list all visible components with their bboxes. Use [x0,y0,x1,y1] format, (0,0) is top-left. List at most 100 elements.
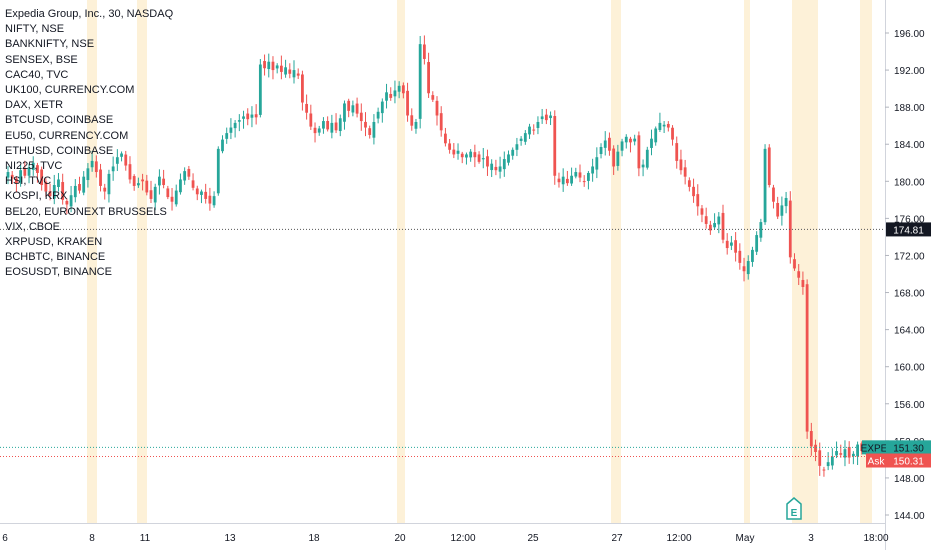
candle-body-182 [772,187,775,202]
candle-body-201 [851,453,855,457]
candle-body-177 [751,249,754,262]
candle-body-63 [271,61,275,71]
compare-symbol-9[interactable]: NI225, TVC [5,160,63,173]
candle-body-145 [616,151,620,166]
candle-173 [734,232,738,262]
candle-61 [263,54,266,76]
candle-152 [645,146,649,170]
y-tick-label-4: 160.00 [894,363,925,374]
candle-body-163 [692,186,695,197]
earnings-icon-label: E [791,508,798,519]
candle-144 [612,145,616,175]
compare-symbol-14[interactable]: XRPUSD, KRAKEN [5,236,103,249]
compare-symbol-3[interactable]: CAC40, TVC [5,68,69,81]
candle-body-196 [830,456,834,466]
ask-price-badge-bg [886,453,931,468]
x-tick-label-0: 6 [2,533,8,544]
candle-95 [406,82,409,122]
candle-body-146 [620,141,624,151]
candle-35 [153,183,157,211]
candle-189 [801,271,805,295]
compare-symbol-4[interactable]: UK100, CURRENCY.COM [5,84,135,97]
compare-symbol-15[interactable]: BCHBTC, BINANCE [5,251,106,264]
candle-137 [582,175,586,187]
candle-36 [158,169,161,195]
compare-symbol-12[interactable]: BEL20, EURONEXT BRUSSELS [5,205,167,218]
candle-body-21 [94,161,98,173]
candle-2 [15,175,18,193]
candle-178 [755,231,759,255]
x-tick-label-3: 13 [224,533,236,544]
candle-133 [565,170,569,186]
compare-symbol-13[interactable]: VIX, CBOE [5,220,61,233]
candle-0 [6,166,10,185]
candle-body-77 [330,122,334,133]
candle-body-166 [704,216,708,224]
candle-18 [82,171,86,196]
compare-symbol-10[interactable]: HSI, TVC [5,175,52,188]
candle-body-92 [393,90,397,97]
candle-body-126 [536,121,540,128]
candle-64 [275,63,279,74]
compare-symbol-16[interactable]: EOSUSDT, BINANCE [5,266,112,279]
candle-100 [427,52,430,98]
compare-symbol-1[interactable]: BANKNIFTY, NSE [5,38,95,51]
candle-body-114 [486,156,489,167]
candle-body-157 [666,123,670,128]
candle-body-31 [136,183,140,186]
candle-167 [708,220,712,235]
candle-body-49 [212,196,216,206]
candle-104 [444,127,447,147]
candle-body-164 [696,194,700,207]
candle-body-135 [574,172,578,177]
candle-191 [809,422,813,456]
compare-symbol-7[interactable]: EU50, CURRENCY.COM [5,129,129,142]
compare-symbol-11[interactable]: KOSPI, KRX [5,190,68,203]
candle-body-111 [473,152,477,158]
candle-126 [536,116,540,135]
last-symbol-badge-text: EXPE [861,443,888,454]
candle-body-190 [805,284,809,432]
earnings-marker[interactable]: E [786,497,802,520]
candle-body-3 [19,170,23,183]
candle-body-191 [809,431,813,447]
candle-168 [713,213,716,230]
y-tick-label-8: 176.00 [894,214,925,225]
candle-4 [23,160,27,179]
candle-84 [359,103,363,131]
candle-body-89 [380,101,384,114]
candle-body-32 [141,179,144,182]
candle-body-41 [179,179,182,193]
x-tick-label-9: 12:00 [666,533,691,544]
compare-symbol-8[interactable]: ETHUSD, COINBASE [5,144,114,157]
marker-price-badge-bg [886,222,931,237]
compare-symbol-6[interactable]: BTCUSD, COINBASE [5,114,114,127]
candle-155 [658,112,662,132]
candle-70 [301,70,304,111]
candle-body-44 [191,180,195,188]
candle-body-115 [490,163,494,171]
candle-129 [549,111,552,126]
candle-39 [170,188,174,211]
candle-27 [120,151,123,162]
candle-body-23 [103,187,107,192]
candle-29 [128,156,132,184]
candle-body-46 [200,191,203,195]
candle-93 [397,81,401,99]
candle-15 [69,185,73,213]
candle-112 [477,151,481,164]
compare-symbol-0[interactable]: NIFTY, NSE [5,23,65,36]
candle-13 [61,173,65,205]
candle-body-59 [254,114,258,118]
candle-body-87 [372,121,376,138]
candle-116 [494,159,498,176]
candle-174 [738,243,742,270]
candle-202 [856,441,859,466]
compare-symbol-2[interactable]: SENSEX, BSE [5,53,78,66]
candle-195 [826,452,830,471]
candle-111 [473,144,477,168]
candle-body-168 [713,223,716,228]
compare-symbol-5[interactable]: DAX, XETR [5,99,64,112]
candle-body-42 [183,171,187,181]
